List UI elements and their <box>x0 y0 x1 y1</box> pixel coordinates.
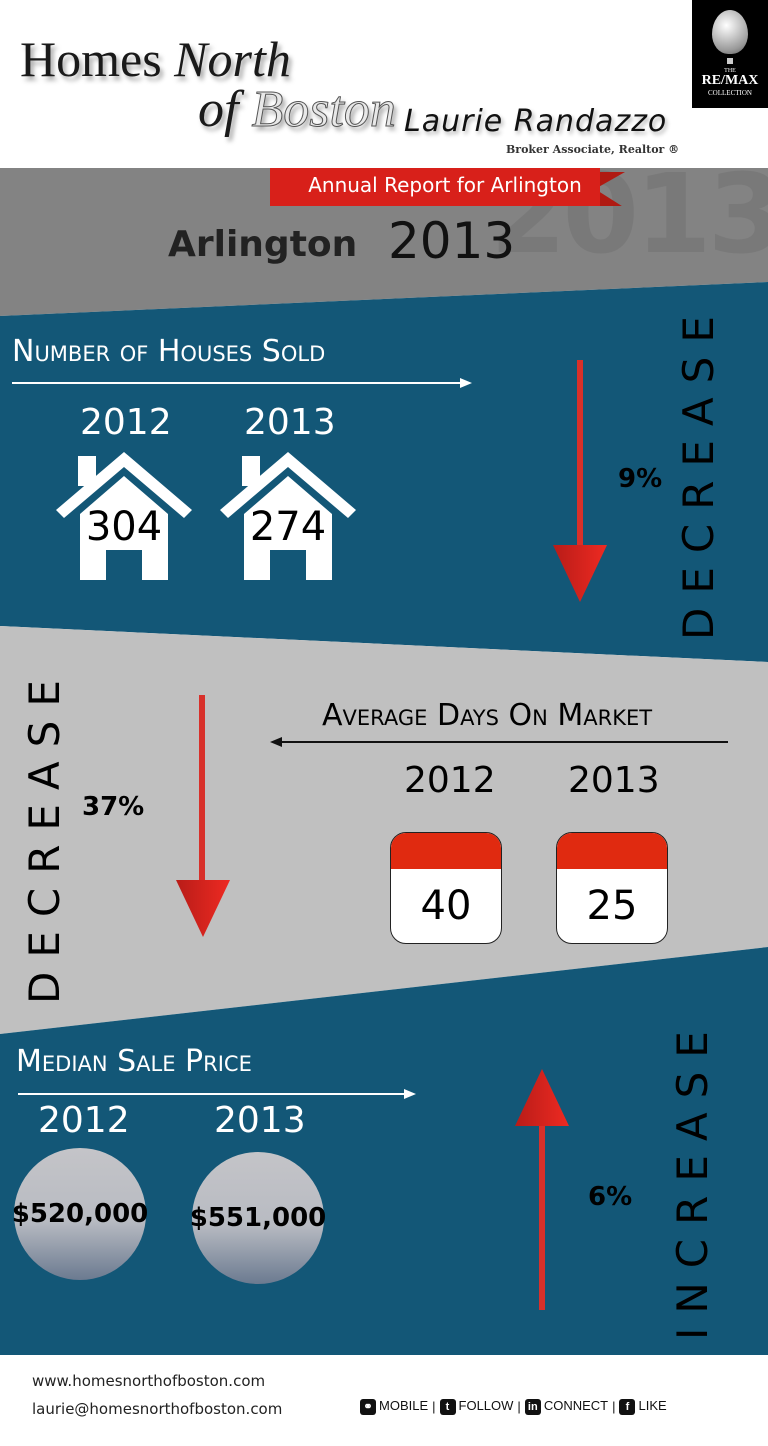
city-name: Arlington <box>168 224 358 265</box>
days-year-2013: 2013 <box>568 760 660 801</box>
social-connect[interactable]: in CONNECT <box>524 1398 609 1415</box>
social-mobile-label: MOBILE <box>379 1398 429 1413</box>
price-circle-2013: $551,000 <box>189 1152 327 1284</box>
calendar-header <box>557 833 667 869</box>
days-on-market-title: Average Days On Market <box>322 698 653 733</box>
brand-logo-line2: of Boston <box>198 80 396 139</box>
separator: | <box>612 1399 616 1414</box>
brand-word-north: North <box>174 31 291 87</box>
brand-logo-line1: Homes North <box>20 30 291 88</box>
price-change-pct: 6% <box>588 1182 633 1212</box>
houses-sold-change-pct: 9% <box>618 464 663 494</box>
report-ribbon <box>270 168 625 206</box>
balloon-basket <box>727 58 733 64</box>
house-icon <box>220 452 356 580</box>
days-year-2012: 2012 <box>404 760 496 801</box>
social-like[interactable]: f LIKE <box>619 1398 667 1415</box>
separator: | <box>432 1399 436 1414</box>
separator: | <box>517 1399 521 1414</box>
price-change-label: INCREASE <box>668 1017 717 1340</box>
houses-sold-year-2013: 2013 <box>244 402 336 443</box>
decrease-arrow-houses <box>553 360 607 602</box>
houses-sold-2013-value: 274 <box>249 504 327 550</box>
brand-word-homes: Homes <box>20 31 175 87</box>
house-icon <box>56 452 192 580</box>
hot-air-balloon-icon <box>712 10 748 54</box>
decrease-arrow-days <box>176 695 230 937</box>
linkedin-icon: in <box>524 1399 541 1415</box>
logo-collection: COLLECTION <box>708 89 752 97</box>
facebook-icon: f <box>619 1399 636 1415</box>
logo-the: THE <box>724 68 736 74</box>
brand-word-of: of <box>198 81 252 138</box>
price-year-2013: 2013 <box>214 1100 306 1141</box>
days-direction-arrow <box>270 737 728 747</box>
email-link[interactable]: laurie@homesnorthofboston.com <box>32 1400 283 1418</box>
calendar-header <box>391 833 501 869</box>
price-year-2012: 2012 <box>38 1100 130 1141</box>
logo-remax: RE/MAX <box>701 73 759 88</box>
price-circle-2012: $520,000 <box>11 1148 149 1280</box>
houses-sold-direction-arrow <box>12 378 472 388</box>
median-price-title: Median Sale Price <box>16 1044 252 1079</box>
houses-sold-title: Number of Houses Sold <box>12 334 326 369</box>
social-like-label: LIKE <box>638 1398 667 1413</box>
header <box>0 0 768 168</box>
houses-sold-change-label: DECREASE <box>674 302 723 640</box>
agent-title: Broker Associate, Realtor ® <box>506 143 680 156</box>
social-links: ⚭ MOBILE | t FOLLOW | in CONNECT | f LIKE <box>360 1398 667 1415</box>
social-follow[interactable]: t FOLLOW <box>439 1398 514 1415</box>
price-direction-arrow <box>18 1089 416 1099</box>
houses-sold-year-2012: 2012 <box>80 402 172 443</box>
remax-collection-logo: THE RE/MAX COLLECTION <box>692 0 768 108</box>
houses-sold-2012-value: 304 <box>85 504 163 550</box>
social-mobile[interactable]: ⚭ MOBILE <box>360 1398 428 1415</box>
report-ribbon-label: Annual Report for Arlington <box>308 173 582 197</box>
price-2012-value: $520,000 <box>11 1199 149 1229</box>
agent-name: Laurie Randazzo <box>404 104 668 139</box>
price-2013-value: $551,000 <box>189 1203 327 1233</box>
days-change-label: DECREASE <box>20 666 69 1004</box>
social-follow-label: FOLLOW <box>458 1398 514 1413</box>
days-2012-value: 40 <box>420 883 472 929</box>
link-icon: ⚭ <box>360 1399 376 1415</box>
calendar-icon: 25 <box>556 832 668 944</box>
calendar-icon: 40 <box>390 832 502 944</box>
increase-arrow-price <box>515 1069 569 1310</box>
days-change-pct: 37% <box>82 792 145 822</box>
days-2013-value: 25 <box>586 883 638 929</box>
social-connect-label: CONNECT <box>543 1398 609 1413</box>
website-link[interactable]: www.homesnorthofboston.com <box>32 1372 266 1390</box>
twitter-icon: t <box>439 1399 456 1415</box>
brand-word-boston: Boston <box>251 81 396 139</box>
report-year: 2013 <box>388 212 516 270</box>
